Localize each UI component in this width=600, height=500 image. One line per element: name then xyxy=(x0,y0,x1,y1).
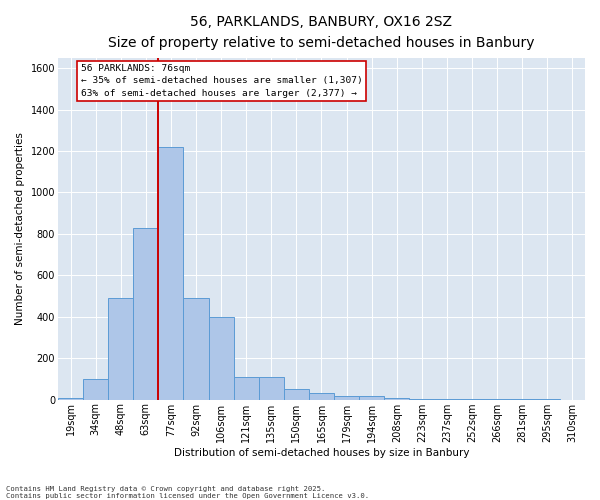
Bar xyxy=(284,390,309,400)
Bar xyxy=(434,398,460,400)
Y-axis label: Number of semi-detached properties: Number of semi-detached properties xyxy=(15,132,25,325)
Bar xyxy=(485,398,510,400)
Bar xyxy=(259,377,284,400)
Bar xyxy=(209,317,233,400)
Bar xyxy=(58,398,83,400)
Bar xyxy=(158,147,184,400)
Bar xyxy=(409,398,434,400)
Text: 56 PARKLANDS: 76sqm
← 35% of semi-detached houses are smaller (1,307)
63% of sem: 56 PARKLANDS: 76sqm ← 35% of semi-detach… xyxy=(80,64,362,98)
Text: Contains HM Land Registry data © Crown copyright and database right 2025.
Contai: Contains HM Land Registry data © Crown c… xyxy=(6,486,369,499)
Bar xyxy=(359,396,384,400)
Bar xyxy=(334,396,359,400)
Bar xyxy=(309,394,334,400)
X-axis label: Distribution of semi-detached houses by size in Banbury: Distribution of semi-detached houses by … xyxy=(174,448,469,458)
Title: 56, PARKLANDS, BANBURY, OX16 2SZ
Size of property relative to semi-detached hous: 56, PARKLANDS, BANBURY, OX16 2SZ Size of… xyxy=(108,15,535,50)
Bar xyxy=(83,379,108,400)
Bar xyxy=(384,398,409,400)
Bar xyxy=(460,398,485,400)
Bar xyxy=(133,228,158,400)
Bar xyxy=(108,298,133,400)
Bar xyxy=(233,377,259,400)
Bar xyxy=(184,298,209,400)
